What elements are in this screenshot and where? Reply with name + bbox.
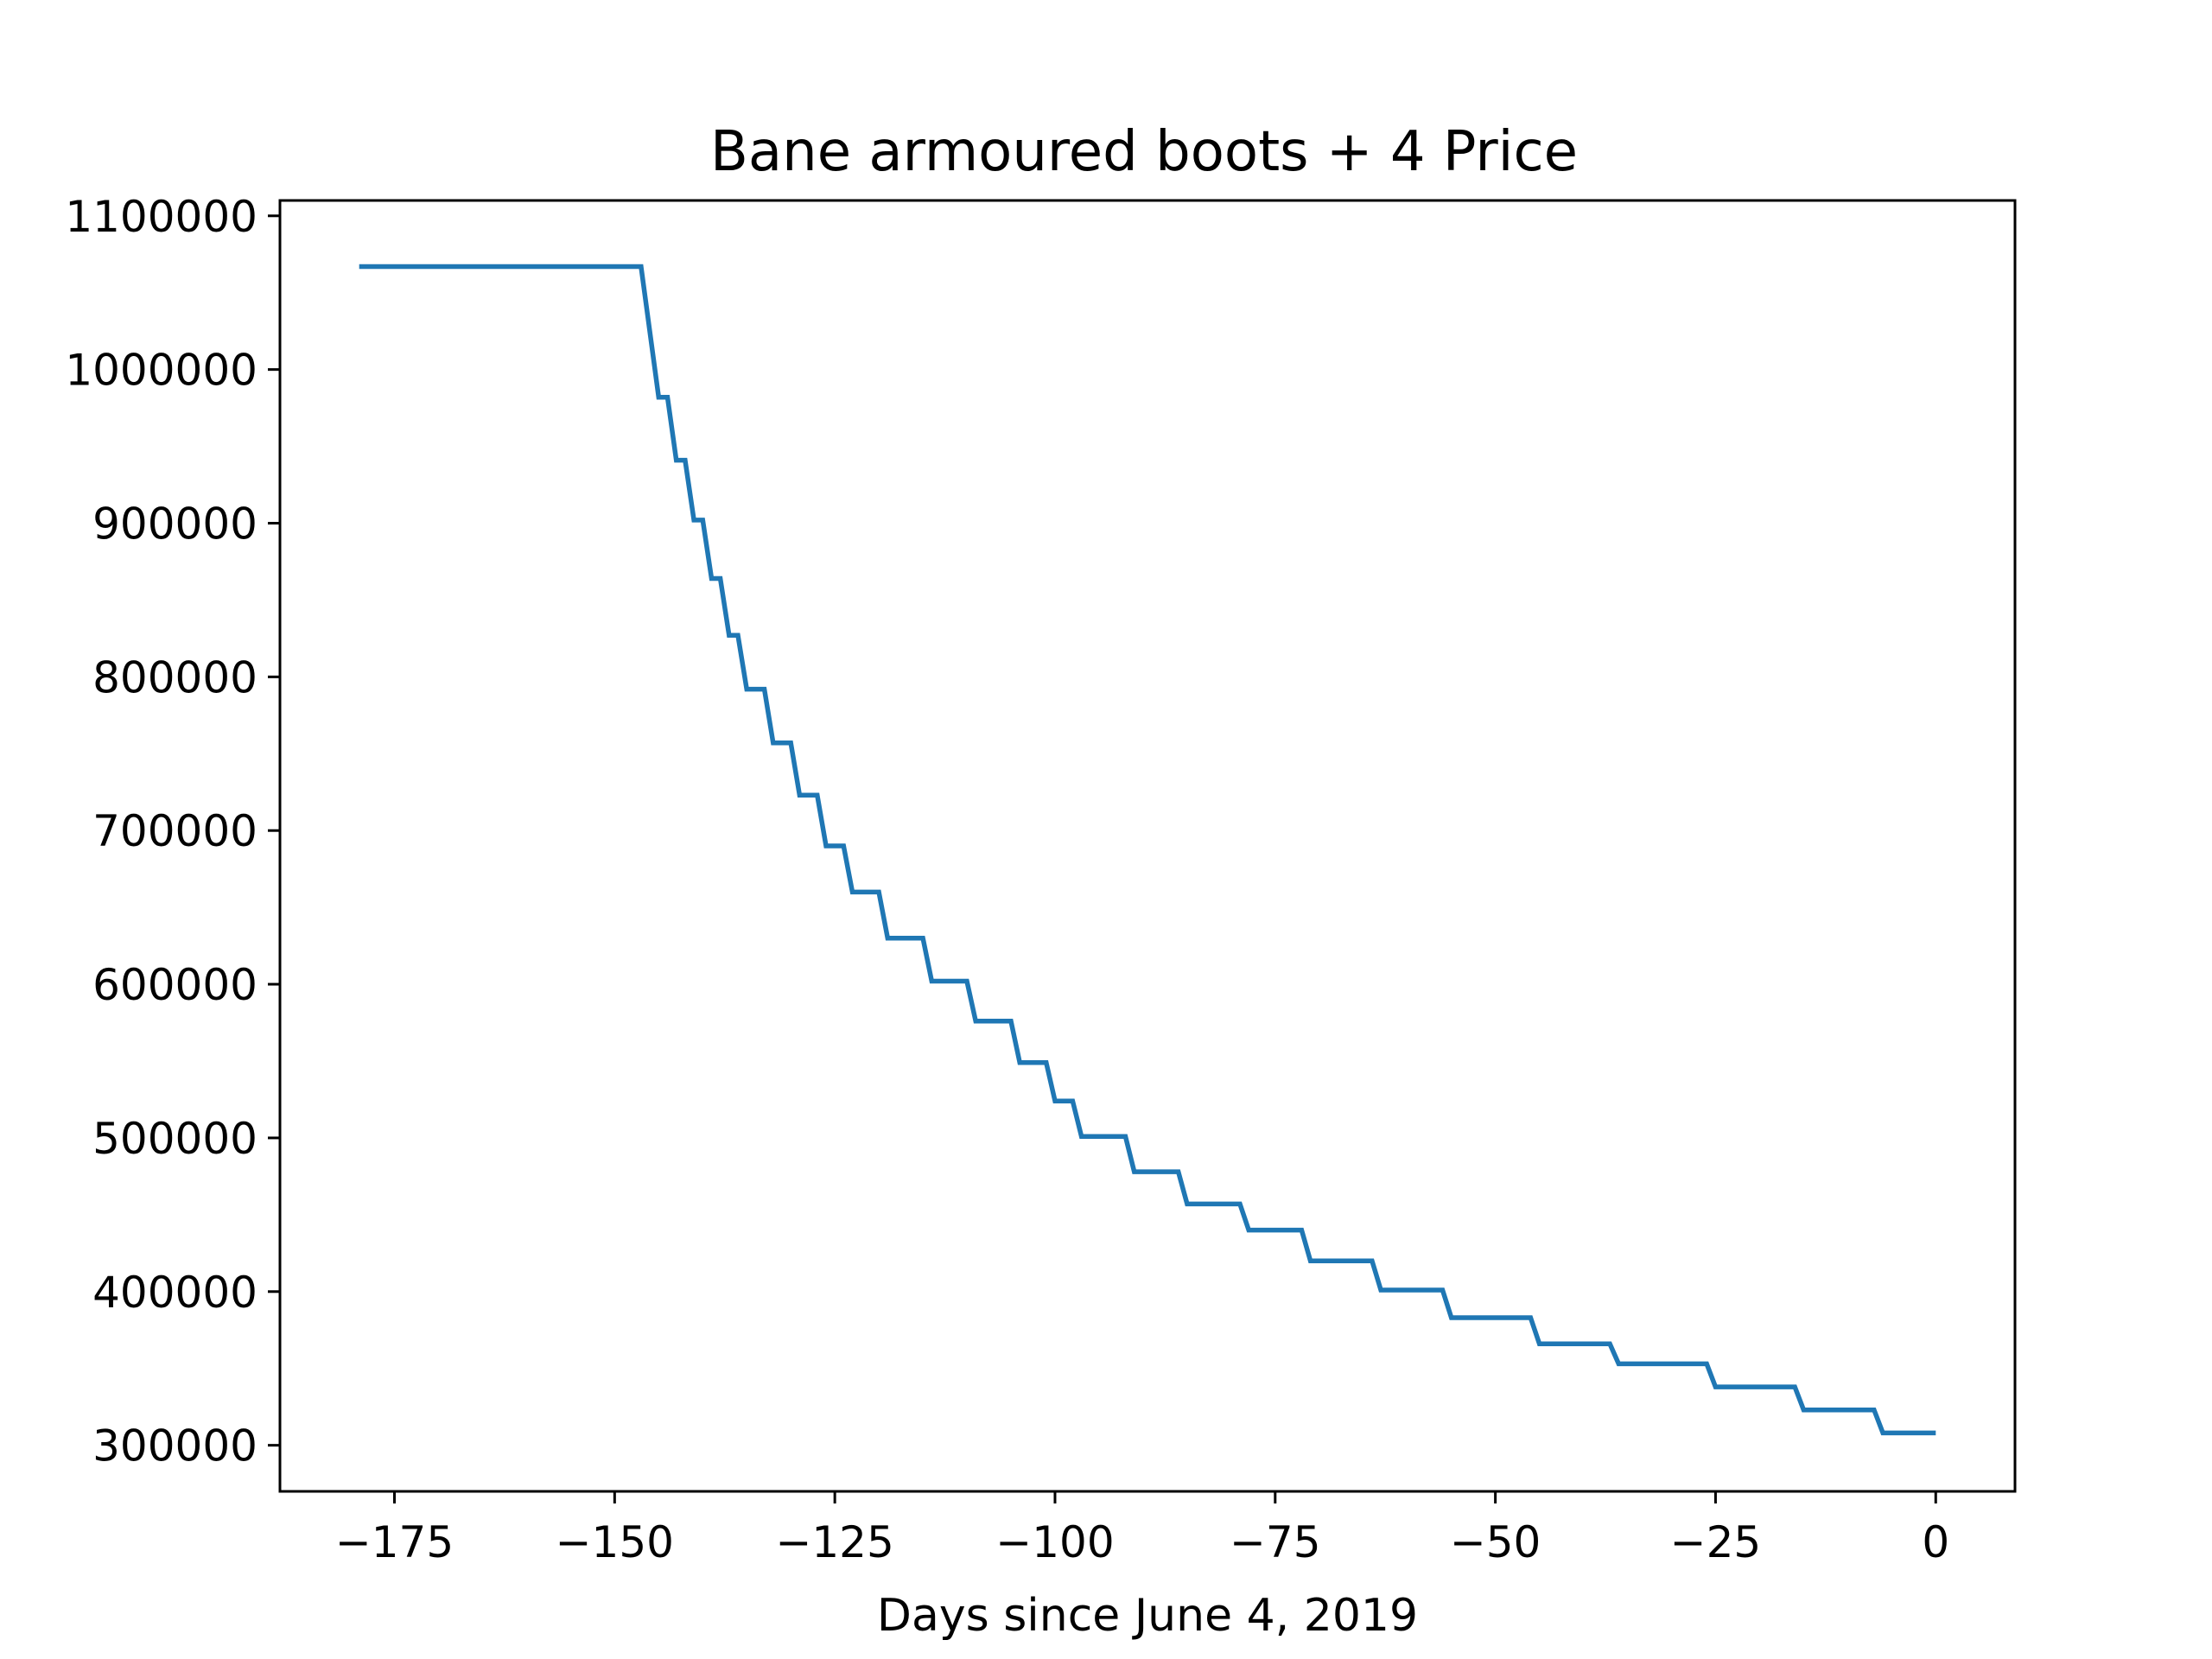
y-tick-label: 300000 (92, 1421, 257, 1471)
x-tick-label: −100 (995, 1517, 1114, 1567)
y-tick-label: 1100000 (65, 192, 257, 242)
y-tick-label: 400000 (92, 1268, 257, 1318)
x-tick-label: −25 (1670, 1517, 1762, 1567)
plot-frame (278, 199, 2017, 1493)
x-tick-label: −75 (1230, 1517, 1321, 1567)
x-axis: −175 −150 −125 −100 −75 −50 −25 0 (335, 1491, 1949, 1567)
x-tick-label: −150 (556, 1517, 674, 1567)
y-tick-label: 500000 (92, 1114, 257, 1164)
y-tick-label: 1000000 (65, 346, 257, 396)
x-tick-label: −175 (335, 1517, 454, 1567)
x-tick-label: 0 (1922, 1517, 1949, 1567)
y-tick-label: 900000 (92, 499, 257, 550)
y-tick-label: 700000 (92, 806, 257, 856)
x-axis-label: Days since June 4, 2019 (877, 1590, 1418, 1642)
price-series-line (359, 264, 1936, 1436)
y-tick-label: 600000 (92, 960, 257, 1010)
chart-title: Bane armoured boots + 4 Price (710, 120, 1578, 184)
x-tick-label: −50 (1450, 1517, 1541, 1567)
y-tick-label: 800000 (92, 652, 257, 702)
y-axis: 300000 400000 500000 600000 700000 800000 9000… (65, 192, 280, 1471)
x-tick-label: −125 (775, 1517, 893, 1567)
